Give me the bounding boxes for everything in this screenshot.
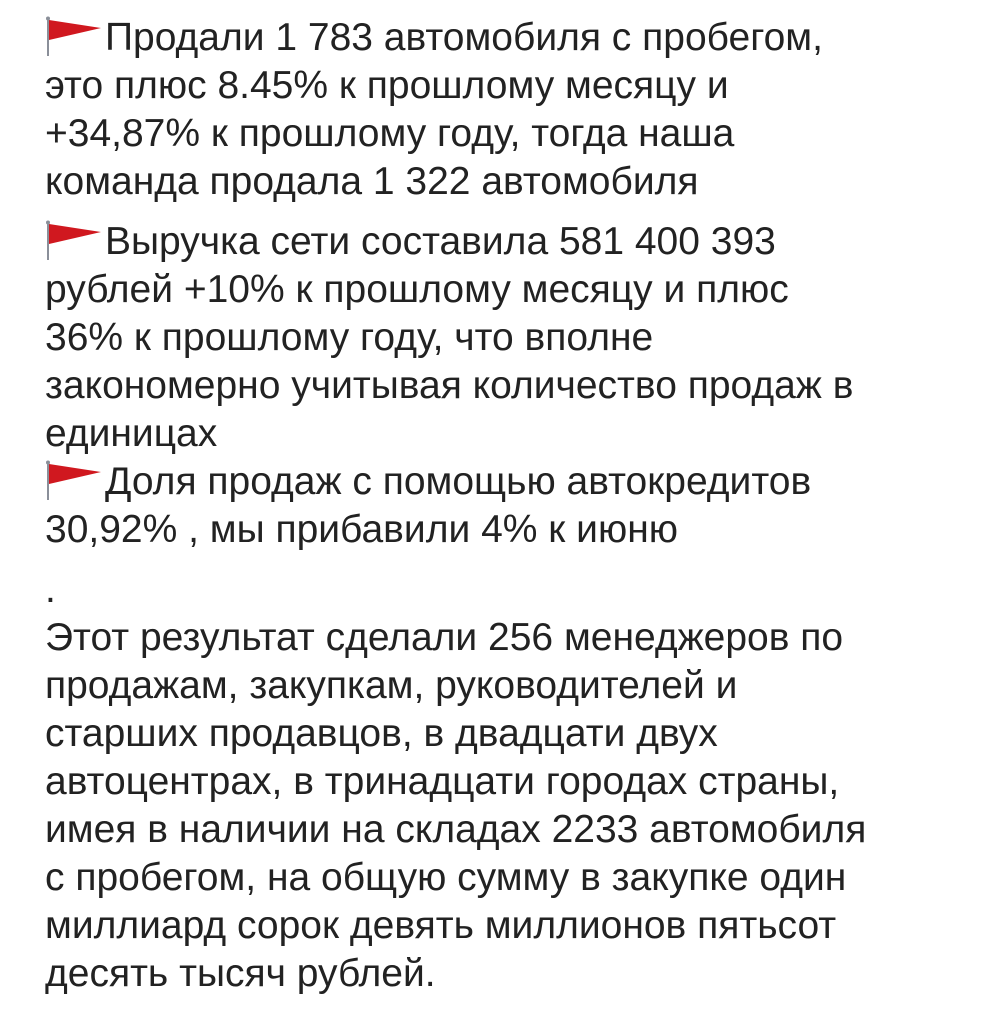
closing-paragraph: Этот результат сделали 256 менеджеров по… [45,614,866,998]
text-line: +34,87% к прошлому году, тогда наша [45,110,866,158]
bullet-item: Доля продаж с помощью автокредитов 30,92%… [45,458,866,554]
line-text: это плюс 8.45% к прошлому месяцу и [45,64,729,107]
text-line: с пробегом, на общую сумму в закупке оди… [45,856,847,899]
text-line: единицах [45,410,866,458]
text-line: автоцентрах, в тринадцати городах страны… [45,760,840,803]
line-text: единицах [45,412,218,455]
text-line: рублей +10% к прошлому месяцу и плюс [45,266,866,314]
line-text: +34,87% к прошлому году, тогда наша [45,112,735,155]
line-text: 30,92% , мы прибавили 4% к июню [45,508,678,551]
text-line: 30,92% , мы прибавили 4% к июню [45,506,866,554]
text-line: миллиард сорок девять миллионов пятьсот [45,904,837,947]
line-text: 36% к прошлому году, что вполне [45,316,654,359]
text-line: старших продавцов, в двадцати двух [45,712,718,755]
text-line: команда продала 1 322 автомобиля [45,158,866,206]
text-line: Этот результат сделали 256 менеджеров по [45,616,844,659]
text-line: закономерно учитывая количество продаж в [45,362,866,410]
text-line: Продали 1 783 автомобиля с пробегом, [45,14,866,62]
line-text: закономерно учитывая количество продаж в [45,364,854,407]
separator-dot: . [45,568,56,611]
text-line: Доля продаж с помощью автокредитов [45,458,866,506]
text-line: десять тысяч рублей. [45,952,436,995]
text-line: имея в наличии на складах 2233 автомобил… [45,808,867,851]
red-triangular-flag-icon [46,16,101,56]
text-line: это плюс 8.45% к прошлому месяцу и [45,62,866,110]
line-text: команда продала 1 322 автомобиля [45,160,699,203]
red-triangular-flag-icon [46,220,101,260]
text-line: продажам, закупкам, руководителей и [45,664,738,707]
line-text: Продали 1 783 автомобиля с пробегом, [105,16,823,59]
text-line: Выручка сети составила 581 400 393 [45,218,866,266]
bullet-item: Выручка сети составила 581 400 393 рублей… [45,218,866,458]
line-text: Доля продаж с помощью автокредитов [105,460,812,503]
post-text: Продали 1 783 автомобиля с пробегом, это … [45,14,866,998]
bullet-item: Продали 1 783 автомобиля с пробегом, это … [45,14,866,206]
spacer [45,554,866,566]
text-line: 36% к прошлому году, что вполне [45,314,866,362]
red-triangular-flag-icon [46,460,101,500]
line-text: Выручка сети составила 581 400 393 [105,220,776,263]
line-text: рублей +10% к прошлому месяцу и плюс [45,268,789,311]
spacer [45,206,866,218]
